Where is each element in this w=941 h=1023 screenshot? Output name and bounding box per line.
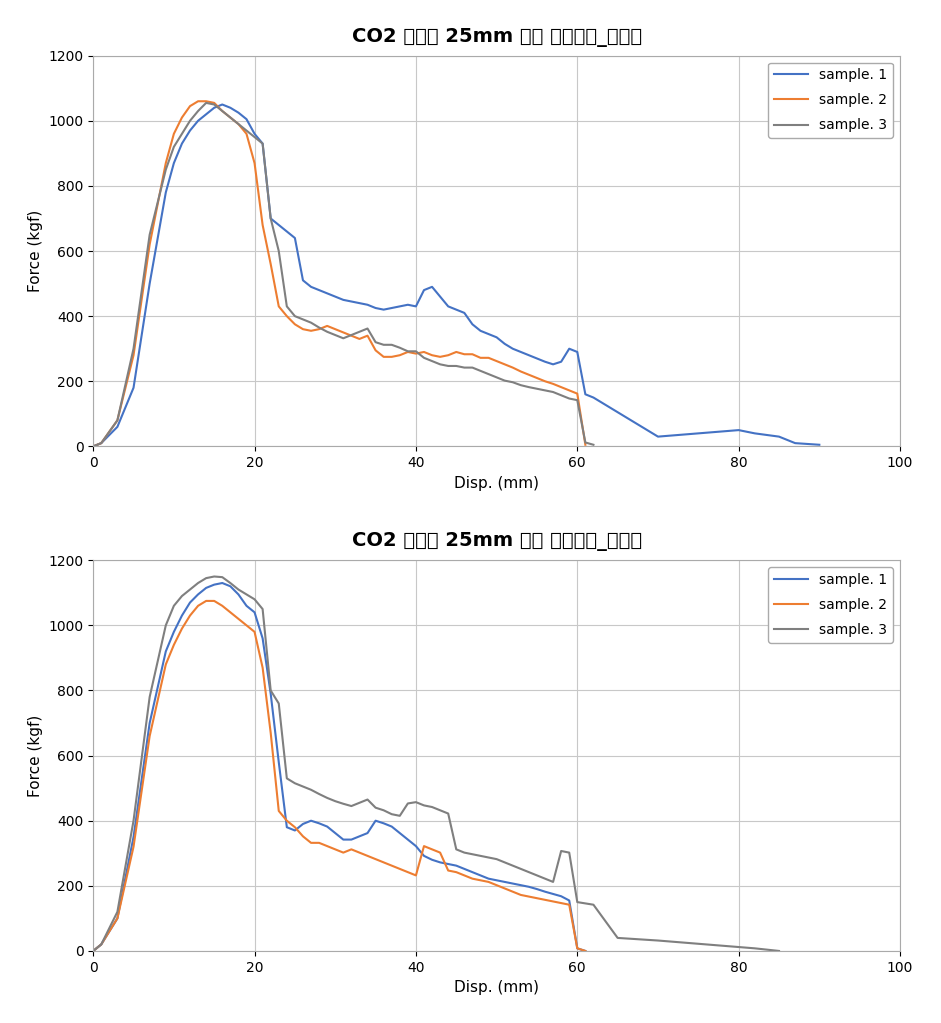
sample. 1: [216, 98, 228, 110]
sample. 1: [814, 439, 825, 451]
sample. 3: [112, 414, 123, 427]
sample. 3: [88, 945, 99, 958]
sample. 3: [370, 337, 381, 349]
sample. 3: [192, 105, 203, 118]
sample. 2: [515, 889, 526, 901]
sample. 2: [232, 118, 244, 130]
sample. 2: [192, 95, 203, 107]
sample. 1: [435, 856, 446, 869]
Line: sample. 2: sample. 2: [93, 101, 585, 446]
Line: sample. 1: sample. 1: [93, 104, 820, 446]
sample. 3: [451, 843, 462, 855]
sample. 3: [249, 131, 261, 143]
sample. 1: [216, 577, 228, 589]
sample. 3: [200, 97, 212, 109]
Legend: sample. 1, sample. 2, sample. 3: sample. 1, sample. 2, sample. 3: [768, 62, 893, 138]
sample. 1: [241, 599, 252, 612]
sample. 2: [564, 385, 575, 397]
sample. 1: [232, 588, 244, 601]
sample. 3: [467, 361, 478, 373]
sample. 1: [564, 894, 575, 906]
sample. 1: [88, 945, 99, 958]
Legend: sample. 1, sample. 2, sample. 3: sample. 1, sample. 2, sample. 3: [768, 567, 893, 642]
sample. 2: [88, 945, 99, 958]
sample. 1: [467, 866, 478, 879]
sample. 3: [209, 571, 220, 583]
X-axis label: Disp. (mm): Disp. (mm): [455, 476, 539, 491]
sample. 1: [289, 232, 300, 244]
Y-axis label: Force (kgf): Force (kgf): [28, 210, 42, 293]
Y-axis label: Force (kgf): Force (kgf): [28, 714, 42, 797]
sample. 2: [232, 613, 244, 625]
sample. 1: [515, 879, 526, 891]
Line: sample. 1: sample. 1: [93, 583, 585, 951]
sample. 3: [588, 439, 599, 451]
sample. 2: [435, 351, 446, 363]
sample. 2: [515, 365, 526, 377]
Line: sample. 3: sample. 3: [93, 577, 779, 951]
sample. 1: [354, 297, 365, 309]
sample. 1: [580, 945, 591, 958]
Title: CO2 용접부 25mm 비드 강도시험_초기품: CO2 용접부 25mm 비드 강도시험_초기품: [352, 28, 642, 47]
sample. 1: [88, 440, 99, 452]
Line: sample. 2: sample. 2: [93, 601, 585, 951]
sample. 3: [338, 798, 349, 810]
Title: CO2 용접부 25mm 비드 강도시험_시제품: CO2 용접부 25mm 비드 강도시험_시제품: [352, 532, 642, 551]
sample. 2: [467, 348, 478, 360]
sample. 2: [200, 594, 212, 607]
sample. 1: [733, 424, 744, 436]
sample. 3: [458, 846, 470, 858]
sample. 2: [580, 945, 591, 958]
X-axis label: Disp. (mm): Disp. (mm): [455, 980, 539, 995]
sample. 1: [539, 356, 550, 368]
sample. 2: [241, 128, 252, 140]
sample. 2: [88, 440, 99, 452]
sample. 3: [184, 583, 196, 595]
sample. 3: [774, 945, 785, 958]
sample. 3: [88, 440, 99, 452]
sample. 2: [580, 439, 591, 451]
sample. 3: [168, 141, 180, 153]
sample. 3: [410, 796, 422, 808]
sample. 3: [378, 804, 390, 816]
sample. 2: [564, 898, 575, 910]
sample. 2: [241, 619, 252, 631]
sample. 1: [160, 186, 171, 198]
sample. 2: [435, 846, 446, 858]
Line: sample. 3: sample. 3: [93, 103, 594, 446]
sample. 1: [257, 137, 268, 149]
sample. 2: [467, 873, 478, 885]
